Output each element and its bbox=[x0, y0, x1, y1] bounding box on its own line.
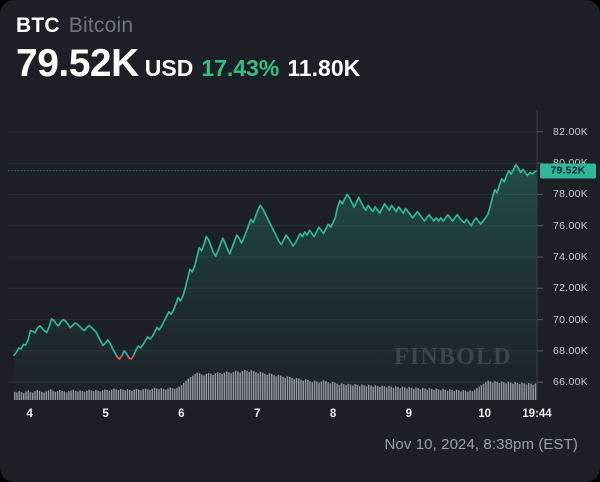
price-chart-svg bbox=[8, 110, 543, 400]
timestamp-footer: Nov 10, 2024, 8:38pm (EST) bbox=[384, 436, 578, 453]
x-axis-tick-label: 6 bbox=[178, 408, 185, 420]
current-price-badge: 79.52K bbox=[540, 163, 596, 179]
price-line-negative bbox=[116, 354, 135, 360]
x-axis-tick-label: 10 bbox=[478, 408, 492, 420]
y-axis-tick-label: 70.00K bbox=[553, 313, 589, 326]
x-axis-labels: 4 5 6 7 8 9 10 19:44 bbox=[0, 408, 600, 430]
x-axis-tick-label: 8 bbox=[329, 408, 337, 420]
y-tick-marks bbox=[537, 131, 543, 383]
chart-header: BTC Bitcoin 79.52K USD 17.43% 11.80K bbox=[16, 14, 576, 85]
volume-bars bbox=[14, 370, 537, 400]
y-axis-tick-label: 76.00K bbox=[553, 219, 589, 232]
x-axis-tick-label: 7 bbox=[253, 408, 261, 420]
x-axis-tick-label: 4 bbox=[26, 408, 33, 420]
finbold-watermark: FINBOLD bbox=[394, 344, 512, 370]
y-axis-tick-label: 78.00K bbox=[553, 188, 589, 201]
change-percent: 17.43% bbox=[201, 55, 280, 81]
price-row: 79.52K USD 17.43% 11.80K bbox=[16, 43, 576, 85]
currency-label: USD bbox=[144, 55, 194, 81]
y-axis-tick-label: 72.00K bbox=[553, 282, 589, 295]
symbol-row: BTC Bitcoin bbox=[16, 14, 576, 40]
x-axis-tick-label: 5 bbox=[102, 408, 109, 420]
y-axis-tick-label: 82.00K bbox=[553, 125, 589, 138]
current-price: 79.52K bbox=[16, 42, 139, 85]
coin-name: Bitcoin bbox=[68, 14, 134, 37]
plot-area: 82.00K80.00K78.00K76.00K74.00K72.00K70.0… bbox=[0, 108, 600, 408]
x-axis-tick-label: 19:44 bbox=[522, 408, 552, 420]
ticker-symbol: BTC bbox=[16, 14, 60, 37]
price-line bbox=[13, 163, 538, 359]
y-axis-tick-label: 66.00K bbox=[553, 376, 589, 389]
x-axis-tick-label: 9 bbox=[405, 408, 413, 420]
y-axis-tick-label: 68.00K bbox=[553, 344, 589, 357]
price-area-fill bbox=[14, 164, 537, 398]
change-absolute: 11.80K bbox=[287, 55, 361, 81]
y-axis-tick-label: 74.00K bbox=[553, 251, 589, 263]
